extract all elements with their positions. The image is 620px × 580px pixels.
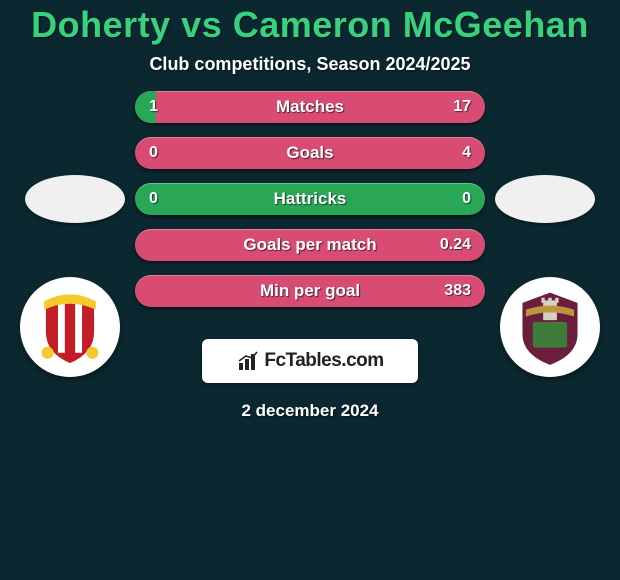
club-right-badge: [500, 277, 600, 377]
stat-bar: Matches 1 17: [135, 91, 485, 123]
club-left-crest-icon: [27, 284, 113, 370]
brand-chart-icon: [236, 349, 260, 373]
brand-box: FcTables.com: [202, 339, 418, 383]
subtitle: Club competitions, Season 2024/2025: [0, 54, 620, 75]
brand-text: FcTables.com: [264, 350, 383, 372]
club-left-badge: [20, 277, 120, 377]
clubs-row: [0, 217, 620, 317]
date-text: 2 december 2024: [0, 401, 620, 421]
stat-value-left: 0: [149, 190, 158, 208]
stat-label: Matches: [276, 97, 344, 117]
club-right-crest-icon: [507, 284, 593, 370]
player-right-avatar: [495, 175, 595, 223]
stat-value-right: 4: [462, 144, 471, 162]
stat-label: Goals: [286, 143, 333, 163]
stat-bar: Goals 0 4: [135, 137, 485, 169]
stat-value-right: 0: [462, 190, 471, 208]
stat-bar: Hattricks 0 0: [135, 183, 485, 215]
stat-label: Hattricks: [274, 189, 347, 209]
stat-value-left: 1: [149, 98, 158, 116]
stat-value-left: 0: [149, 144, 158, 162]
stat-value-right: 17: [453, 98, 471, 116]
comparison-card: Doherty vs Cameron McGeehan Club competi…: [0, 0, 620, 421]
player-left-avatar: [25, 175, 125, 223]
page-title: Doherty vs Cameron McGeehan: [0, 4, 620, 46]
